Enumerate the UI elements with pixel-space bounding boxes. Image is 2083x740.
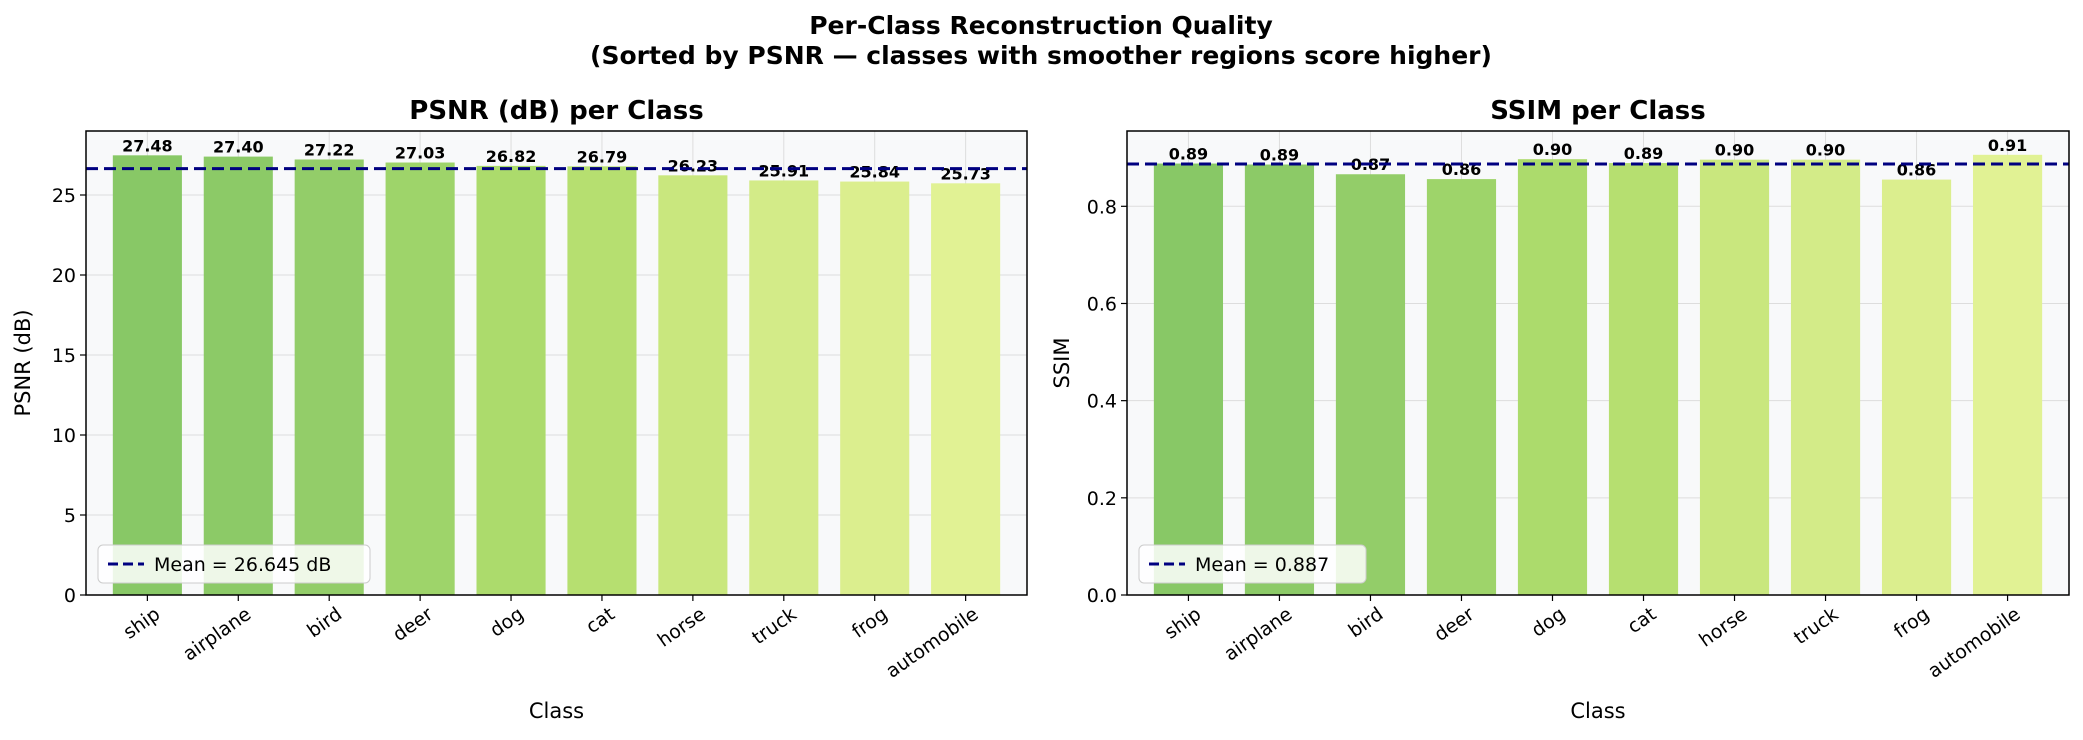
bar-value-label: 27.03: [395, 144, 446, 163]
axes-frame: [1126, 130, 2070, 596]
bar-frog: [840, 181, 910, 595]
x-tick-label: automobile: [1924, 603, 2024, 683]
bar-value-label: 0.90: [1715, 141, 1754, 160]
bar-deer: [1426, 179, 1497, 595]
bar-automobile: [931, 183, 1001, 595]
x-axis-label: Class: [529, 699, 584, 723]
y-tick-label: 5: [64, 505, 76, 527]
bar-ship: [1153, 163, 1224, 595]
bar-value-label: 27.48: [122, 136, 173, 155]
x-axis-label: Class: [1570, 699, 1625, 723]
x-tick-label: bird: [303, 603, 346, 642]
bar-truck: [1790, 159, 1861, 596]
bar-deer: [385, 162, 455, 595]
x-tick-label: deer: [1430, 603, 1478, 646]
bar-value-label: 25.73: [940, 164, 991, 183]
x-tick-label: airplane: [179, 603, 255, 665]
bar-horse: [1699, 159, 1770, 596]
bar-value-label: 0.91: [1988, 136, 2027, 155]
panel-title: PSNR (dB) per Class: [409, 96, 703, 126]
bar-value-label: 0.89: [1260, 146, 1299, 165]
bar-cat: [567, 166, 637, 596]
bar-bird: [1335, 174, 1406, 595]
x-tick-label: dog: [1527, 603, 1569, 642]
y-tick-label: 0.0: [1087, 585, 1117, 607]
legend-label: Mean = 26.645 dB: [154, 554, 331, 576]
bar-value-label: 25.91: [758, 161, 809, 180]
bar-frog: [1881, 179, 1952, 596]
y-tick-label: 20: [52, 265, 76, 287]
legend-box: [1138, 544, 1367, 584]
y-axis-label: SSIM: [1050, 338, 1074, 389]
x-tick-label: truck: [748, 603, 801, 649]
bar-value-label: 26.82: [486, 147, 537, 166]
bar-value-label: 0.90: [1533, 140, 1572, 159]
x-tick-label: cat: [582, 603, 619, 638]
x-tick-label: truck: [1790, 603, 1843, 649]
figure-title-line2: (Sorted by PSNR — classes with smoother …: [590, 41, 1492, 70]
bar-value-label: 26.79: [577, 147, 628, 166]
bar-automobile: [1972, 154, 2043, 596]
y-tick-label: 0.6: [1087, 293, 1117, 315]
y-axis-label: PSNR (dB): [11, 309, 35, 416]
y-tick-label: 10: [52, 425, 76, 447]
x-tick-label: frog: [848, 603, 892, 643]
bar-value-label: 25.84: [849, 163, 900, 182]
y-tick-label: 0.4: [1087, 391, 1117, 413]
bar-value-label: 27.40: [213, 138, 264, 157]
bar-dog: [476, 165, 546, 595]
x-tick-label: cat: [1624, 603, 1661, 638]
x-tick-label: horse: [1695, 603, 1751, 651]
bar-horse: [658, 175, 728, 595]
x-tick-label: bird: [1344, 603, 1387, 642]
bar-value-label: 26.23: [668, 156, 719, 175]
figure-title-line1: Per-Class Reconstruction Quality: [809, 11, 1273, 40]
y-tick-label: 25: [52, 185, 76, 207]
axes-frame: [85, 130, 1028, 596]
x-tick-label: ship: [1161, 603, 1206, 644]
x-tick-label: airplane: [1220, 603, 1296, 665]
bar-value-label: 0.89: [1169, 145, 1208, 164]
bar-cat: [1608, 163, 1679, 595]
x-tick-label: horse: [654, 603, 710, 651]
y-tick-label: 0.2: [1087, 488, 1117, 510]
y-tick-label: 0: [64, 585, 76, 607]
bar-value-label: 0.90: [1806, 141, 1845, 160]
legend-box: [97, 544, 371, 584]
bar-bird: [294, 159, 364, 596]
psnr-chart-panel: 27.48 27.40 27.22 27.03 26.82 26.79 26.23 25.91…: [11, 96, 1028, 723]
x-tick-label: automobile: [882, 603, 982, 683]
x-tick-label: deer: [389, 603, 437, 646]
bar-truck: [749, 180, 819, 595]
y-tick-label: 0.8: [1087, 196, 1117, 218]
bar-airplane: [1244, 164, 1315, 596]
legend-label: Mean = 0.887: [1195, 554, 1329, 576]
bar-value-label: 0.89: [1624, 144, 1663, 163]
bar-dog: [1517, 159, 1588, 595]
bar-value-label: 27.22: [304, 140, 355, 159]
x-tick-label: dog: [486, 603, 528, 642]
panel-title: SSIM per Class: [1490, 96, 1706, 126]
y-tick-label: 15: [52, 345, 76, 367]
bar-ship: [112, 155, 182, 595]
x-tick-label: ship: [119, 603, 164, 644]
ssim-chart-panel: 0.89 0.890.87 0.860.90 0.89 0.90 0.900.860.91…: [1050, 96, 2070, 723]
x-tick-label: frog: [1890, 603, 1934, 643]
bar-airplane: [203, 156, 273, 595]
